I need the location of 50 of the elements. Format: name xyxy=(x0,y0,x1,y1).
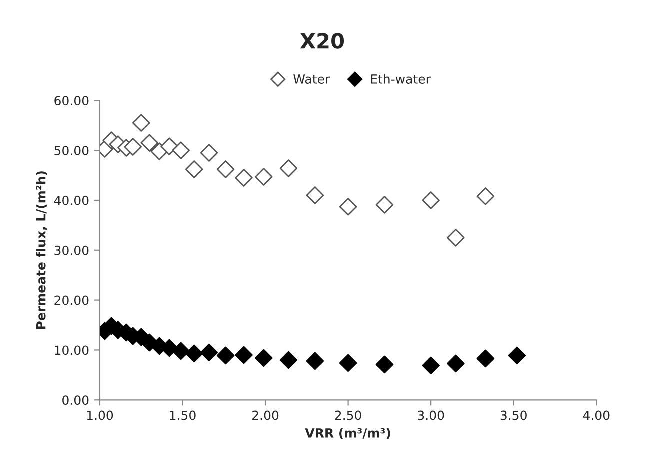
point xyxy=(216,346,235,365)
x-tick-label: 3.50 xyxy=(500,410,527,420)
point xyxy=(280,351,298,370)
x-tick-label: 1.00 xyxy=(87,410,114,420)
x-tick-label: 1.50 xyxy=(170,410,196,420)
point xyxy=(235,169,253,187)
point xyxy=(508,346,526,365)
point xyxy=(185,344,204,363)
point xyxy=(140,134,159,152)
point xyxy=(280,160,298,178)
x-tick-label: 2.00 xyxy=(252,410,279,420)
x-tick-label: 4.00 xyxy=(583,410,610,420)
point xyxy=(124,138,142,156)
point xyxy=(216,160,235,178)
point xyxy=(172,142,190,160)
point xyxy=(446,354,465,373)
point xyxy=(185,160,204,178)
y-axis-title: Permeate flux, L/(m²h) xyxy=(36,172,48,330)
x-tick-label: 2.50 xyxy=(335,410,362,420)
y-tick-label: 20.00 xyxy=(54,296,89,306)
x-axis-title: VRR (m³/m³) xyxy=(305,428,390,440)
point xyxy=(422,356,440,375)
point xyxy=(200,344,218,362)
point xyxy=(160,138,178,156)
x-tick-label: 3.00 xyxy=(418,410,444,420)
point xyxy=(254,349,273,368)
y-tick-label: 0.00 xyxy=(62,396,89,406)
y-tick-label: 40.00 xyxy=(54,196,89,206)
point xyxy=(200,144,218,162)
point xyxy=(376,196,394,214)
y-tick-label: 60.00 xyxy=(54,96,89,106)
chart-title: X20 xyxy=(300,33,344,49)
point xyxy=(422,192,440,210)
point xyxy=(306,352,324,370)
point xyxy=(476,188,495,206)
point xyxy=(339,198,358,216)
point xyxy=(306,186,324,204)
point xyxy=(376,356,394,374)
point xyxy=(339,354,358,372)
point xyxy=(235,346,253,364)
y-tick-label: 10.00 xyxy=(55,346,89,356)
point xyxy=(446,228,465,247)
point xyxy=(132,114,150,132)
y-tick-label: 30.00 xyxy=(54,246,89,256)
point xyxy=(476,350,495,368)
point xyxy=(172,342,190,360)
legend-label: Eth-water xyxy=(371,74,431,84)
y-tick-label: 50.00 xyxy=(54,146,89,156)
legend-label: Water xyxy=(294,74,330,84)
point xyxy=(254,168,273,186)
